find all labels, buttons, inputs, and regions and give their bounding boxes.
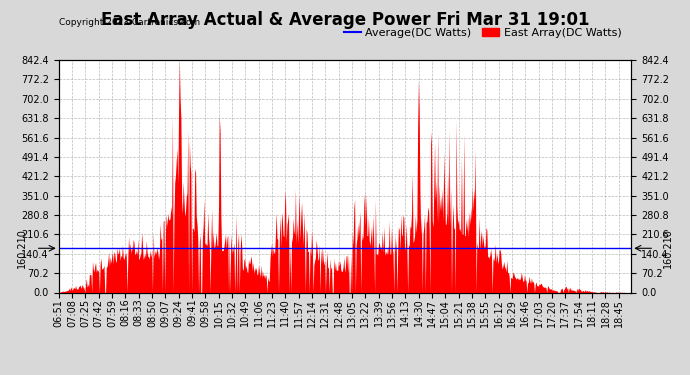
Text: East Array Actual & Average Power Fri Mar 31 19:01: East Array Actual & Average Power Fri Ma… — [101, 11, 589, 29]
Legend: Average(DC Watts), East Array(DC Watts): Average(DC Watts), East Array(DC Watts) — [339, 24, 626, 43]
Text: 160.210: 160.210 — [17, 228, 27, 268]
Text: Copyright 2023 Cartronics.com: Copyright 2023 Cartronics.com — [59, 18, 200, 27]
Text: 160.210: 160.210 — [663, 228, 673, 268]
